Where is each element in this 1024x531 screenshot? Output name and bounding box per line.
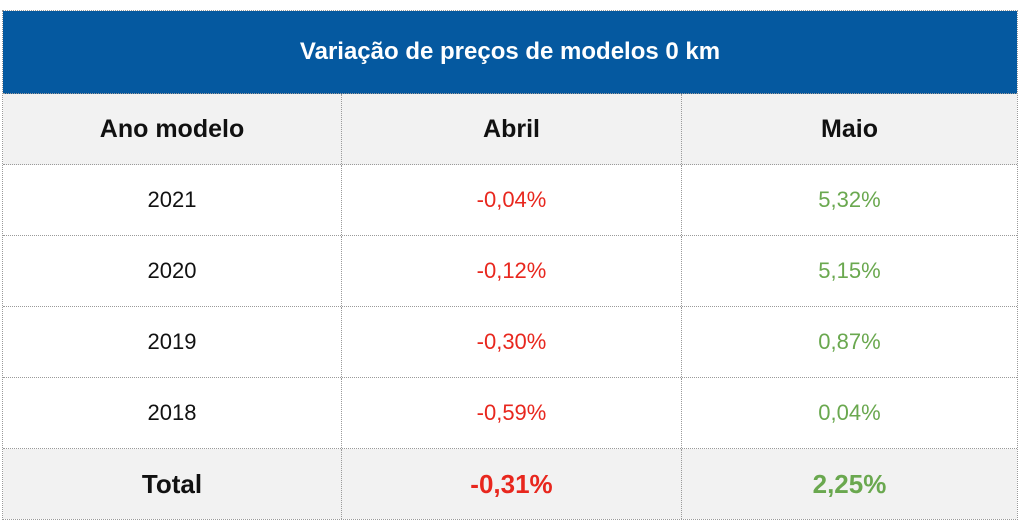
abril-cell: -0,04% xyxy=(342,165,682,235)
maio-cell: 0,87% xyxy=(818,329,881,354)
header-abril: Abril xyxy=(342,94,682,164)
abril-cell: -0,59% xyxy=(342,378,682,448)
year-cell: 2021 xyxy=(3,165,342,235)
table-title: Variação de preços de modelos 0 km xyxy=(3,11,1017,94)
header-maio: Maio xyxy=(821,114,878,143)
total-abril: -0,31% xyxy=(342,449,682,519)
table-row: 2019 -0,30% 0,87% xyxy=(3,307,1017,378)
year-cell: 2019 xyxy=(3,307,342,377)
total-label: Total xyxy=(3,449,342,519)
maio-cell: 0,04% xyxy=(818,400,881,425)
abril-cell: -0,30% xyxy=(342,307,682,377)
year-cell: 2018 xyxy=(3,378,342,448)
year-cell: 2020 xyxy=(3,236,342,306)
table-row: 2020 -0,12% 5,15% xyxy=(3,236,1017,307)
header-row: Ano modelo Abril Maio xyxy=(3,94,1017,165)
total-row: Total -0,31% 2,25% xyxy=(3,449,1017,519)
maio-cell: 5,32% xyxy=(818,187,881,212)
maio-cell: 5,15% xyxy=(818,258,881,283)
price-variation-table: Variação de preços de modelos 0 km Ano m… xyxy=(2,10,1018,520)
total-maio: 2,25% xyxy=(812,468,887,499)
header-ano-modelo: Ano modelo xyxy=(3,94,342,164)
table-row: 2021 -0,04% 5,32% xyxy=(3,165,1017,236)
abril-cell: -0,12% xyxy=(342,236,682,306)
table-row: 2018 -0,59% 0,04% xyxy=(3,378,1017,449)
